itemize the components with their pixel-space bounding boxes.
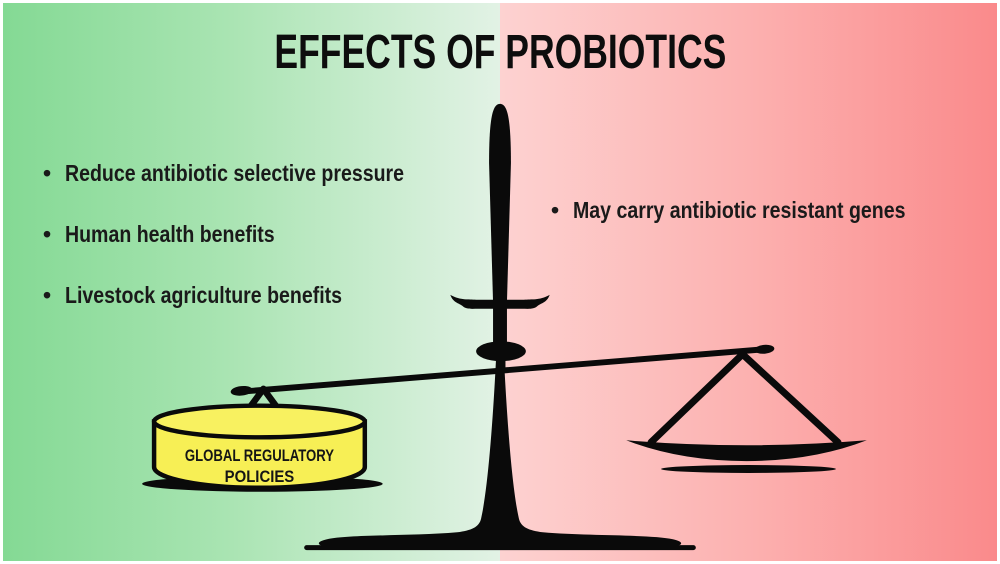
weight-label-line2: POLICIES bbox=[225, 467, 295, 486]
benefit-item-label: Reduce antibiotic selective pressure bbox=[65, 160, 405, 186]
benefit-item-label: Human health benefits bbox=[65, 221, 275, 247]
pillar-crossguard bbox=[450, 294, 550, 309]
right-pan-dish bbox=[626, 440, 867, 462]
benefits-list: • Reduce antibiotic selective pressure •… bbox=[43, 160, 464, 343]
list-item: • Human health benefits bbox=[43, 221, 464, 248]
slide-title: EFFECTS OF PROBIOTICS bbox=[274, 26, 726, 79]
risk-item-label: May carry antibiotic resistant genes bbox=[573, 197, 906, 223]
base-plate bbox=[304, 545, 696, 551]
list-item: • Reduce antibiotic selective pressure bbox=[43, 160, 464, 187]
benefit-item-label: Livestock agriculture benefits bbox=[65, 282, 343, 308]
weight-label-line1: GLOBAL REGULATORY bbox=[185, 446, 334, 465]
pillar-blade bbox=[489, 103, 511, 302]
right-pan-struts bbox=[647, 350, 842, 446]
beam-left-knob bbox=[230, 385, 253, 396]
list-item: • Livestock agriculture benefits bbox=[43, 282, 464, 309]
balance-scale-illustration: GLOBAL REGULATORY POLICIES bbox=[142, 103, 867, 551]
bullet-icon: • bbox=[43, 221, 52, 247]
title-container: EFFECTS OF PROBIOTICS bbox=[3, 26, 997, 80]
right-pan-shadow bbox=[661, 465, 836, 473]
scale-base bbox=[318, 359, 682, 547]
weight-cylinder: GLOBAL REGULATORY POLICIES bbox=[151, 403, 368, 491]
bullet-icon: • bbox=[43, 160, 52, 186]
pillar-lower-rod bbox=[493, 305, 507, 348]
weight-body bbox=[151, 419, 368, 491]
risks-list: • May carry antibiotic resistant genes bbox=[551, 197, 964, 258]
pivot-knob bbox=[476, 341, 526, 362]
weight-top bbox=[151, 403, 368, 440]
bullet-icon: • bbox=[43, 282, 52, 308]
beam-right-knob bbox=[754, 344, 775, 354]
bullet-icon: • bbox=[551, 197, 560, 223]
list-item: • May carry antibiotic resistant genes bbox=[551, 197, 964, 224]
